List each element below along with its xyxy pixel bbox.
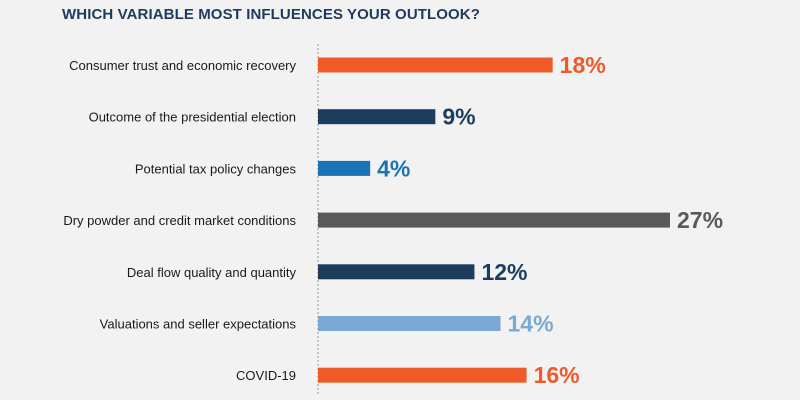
bar: [318, 367, 527, 383]
category-label: Dry powder and credit market conditions: [63, 213, 296, 228]
value-label: 4%: [377, 155, 410, 181]
category-label: Potential tax policy changes: [135, 161, 297, 176]
value-label: 16%: [534, 362, 580, 388]
chart-title: WHICH VARIABLE MOST INFLUENCES YOUR OUTL…: [62, 6, 481, 23]
category-label: Valuations and seller expectations: [100, 317, 297, 332]
category-label: Deal flow quality and quantity: [127, 265, 297, 280]
bar: [318, 109, 436, 125]
value-label: 12%: [481, 259, 527, 285]
category-label: Outcome of the presidential election: [89, 110, 296, 125]
category-label: Consumer trust and economic recovery: [69, 58, 296, 73]
value-label: 14%: [508, 311, 554, 337]
value-label: 27%: [677, 207, 723, 233]
bar: [318, 212, 670, 228]
value-label: 18%: [560, 52, 606, 78]
bar: [318, 264, 475, 280]
category-label: COVID-19: [236, 368, 296, 383]
value-label: 9%: [442, 104, 475, 130]
bar: [318, 57, 553, 73]
bar: [318, 316, 501, 331]
bar: [318, 160, 371, 176]
